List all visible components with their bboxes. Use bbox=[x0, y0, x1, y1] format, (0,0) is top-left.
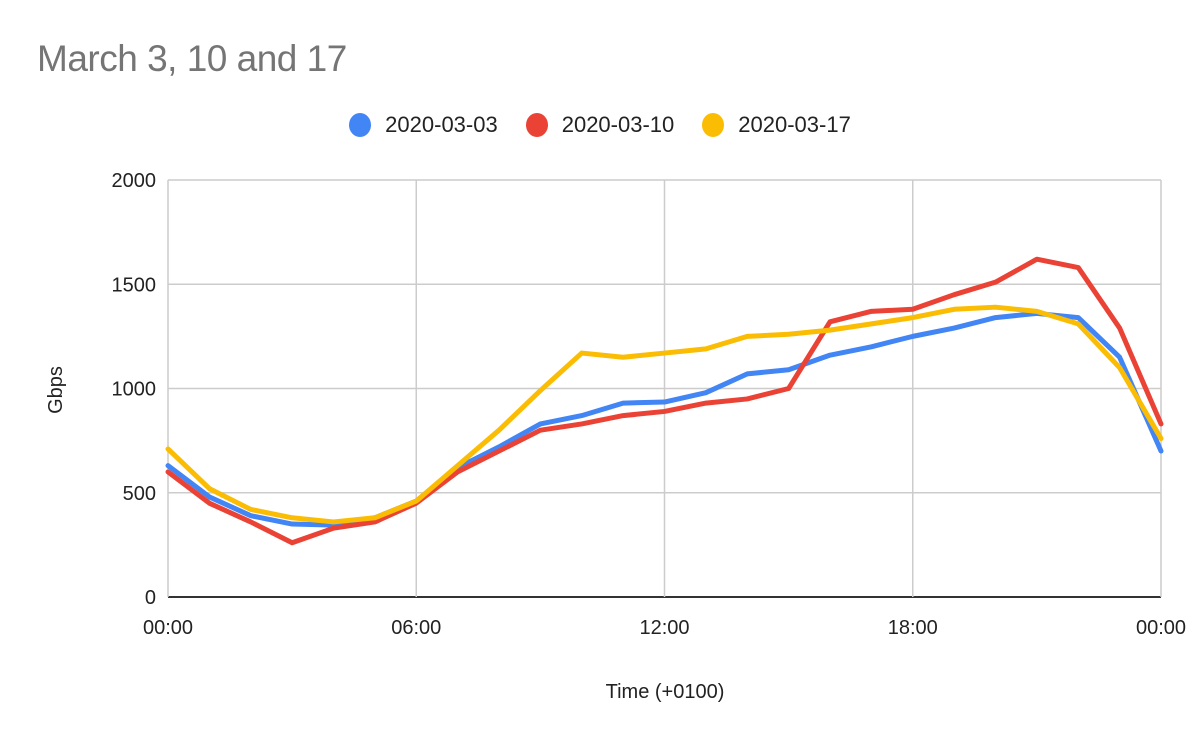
series-1-marker-icon bbox=[349, 113, 372, 137]
gridlines bbox=[167, 179, 1162, 598]
y-tick-label: 1500 bbox=[112, 274, 157, 296]
y-tick-label: 1000 bbox=[112, 379, 157, 401]
legend-item-series-1[interactable]: 2020-03-03 bbox=[349, 112, 498, 138]
legend-item-series-3[interactable]: 2020-03-17 bbox=[702, 112, 851, 138]
x-tick-label: 06:00 bbox=[391, 617, 441, 639]
chart-title: March 3, 10 and 17 bbox=[37, 38, 347, 79]
y-tick-label: 500 bbox=[123, 483, 156, 505]
legend-label: 2020-03-10 bbox=[561, 112, 675, 137]
series-line-1[interactable] bbox=[165, 310, 1164, 528]
x-tick-label: 12:00 bbox=[639, 617, 689, 639]
series-line-2[interactable] bbox=[165, 256, 1164, 546]
y-axis-title: Gbps bbox=[45, 366, 67, 414]
series-line-3[interactable] bbox=[165, 304, 1164, 525]
legend: 2020-03-03 2020-03-10 2020-03-17 bbox=[0, 112, 1200, 138]
legend-label: 2020-03-17 bbox=[738, 112, 851, 137]
legend-label: 2020-03-03 bbox=[385, 112, 498, 137]
series-lines bbox=[165, 256, 1164, 546]
x-tick-label: 00:00 bbox=[1136, 617, 1186, 639]
y-tick-label: 2000 bbox=[112, 170, 157, 192]
y-axis-ticks: 0 500 1000 1500 2000 bbox=[112, 170, 157, 609]
y-tick-label: 0 bbox=[145, 587, 156, 609]
x-tick-label: 18:00 bbox=[888, 617, 938, 639]
series-3-marker-icon bbox=[702, 113, 725, 137]
x-axis-title: Time (+0100) bbox=[606, 681, 725, 703]
x-tick-label: 00:00 bbox=[143, 617, 193, 639]
series-2-marker-icon bbox=[525, 113, 548, 137]
x-axis-ticks: 00:00 06:00 12:00 18:00 00:00 bbox=[143, 617, 1186, 639]
legend-item-series-2[interactable]: 2020-03-10 bbox=[525, 112, 675, 138]
